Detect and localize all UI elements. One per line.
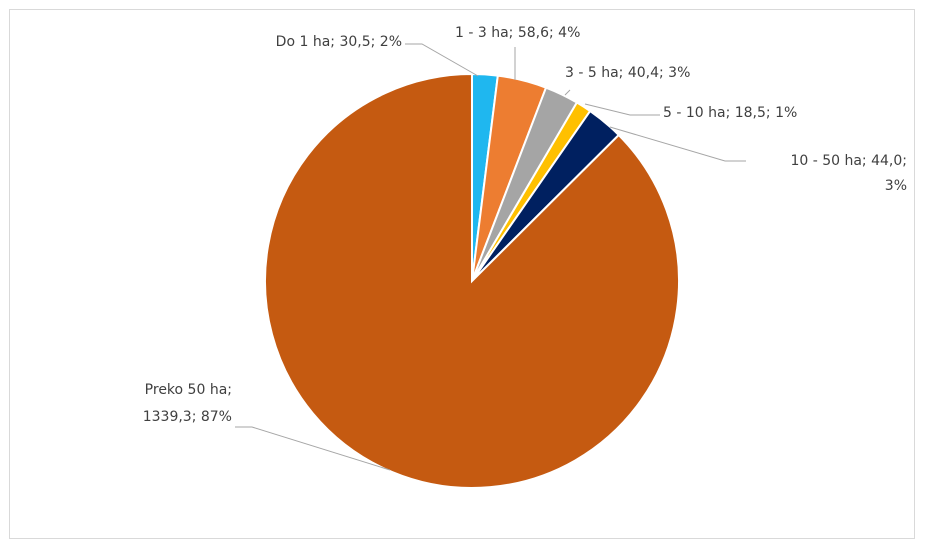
data-label-line: 3% [885,178,907,194]
data-label-line: Do 1 ha; 30,5; 2% [276,34,402,50]
data-label: 1 - 3 ha; 58,6; 4% [455,25,580,41]
data-label: Preko 50 ha; 1339,3; 87% [143,382,232,425]
data-label: 10 - 50 ha; 44,0; 3% [790,153,907,194]
data-label-line: Preko 50 ha; [145,382,232,398]
data-label: 3 - 5 ha; 40,4; 3% [565,65,690,81]
leader-line [564,89,571,96]
leader-line [609,126,746,162]
data-label-line: 5 - 10 ha; 18,5; 1% [663,105,797,121]
data-label-line: 1339,3; 87% [143,409,232,425]
leader-line [405,43,479,77]
data-label: Do 1 ha; 30,5; 2% [276,34,402,50]
data-label: 5 - 10 ha; 18,5; 1% [663,105,797,121]
leader-line [584,103,660,116]
data-label-line: 10 - 50 ha; 44,0; [790,153,907,169]
pie-slice-preko-50-ha [264,72,680,489]
data-label-line: 3 - 5 ha; 40,4; 3% [565,65,690,81]
leader-line [235,426,391,471]
data-label-line: 1 - 3 ha; 58,6; 4% [455,25,580,41]
